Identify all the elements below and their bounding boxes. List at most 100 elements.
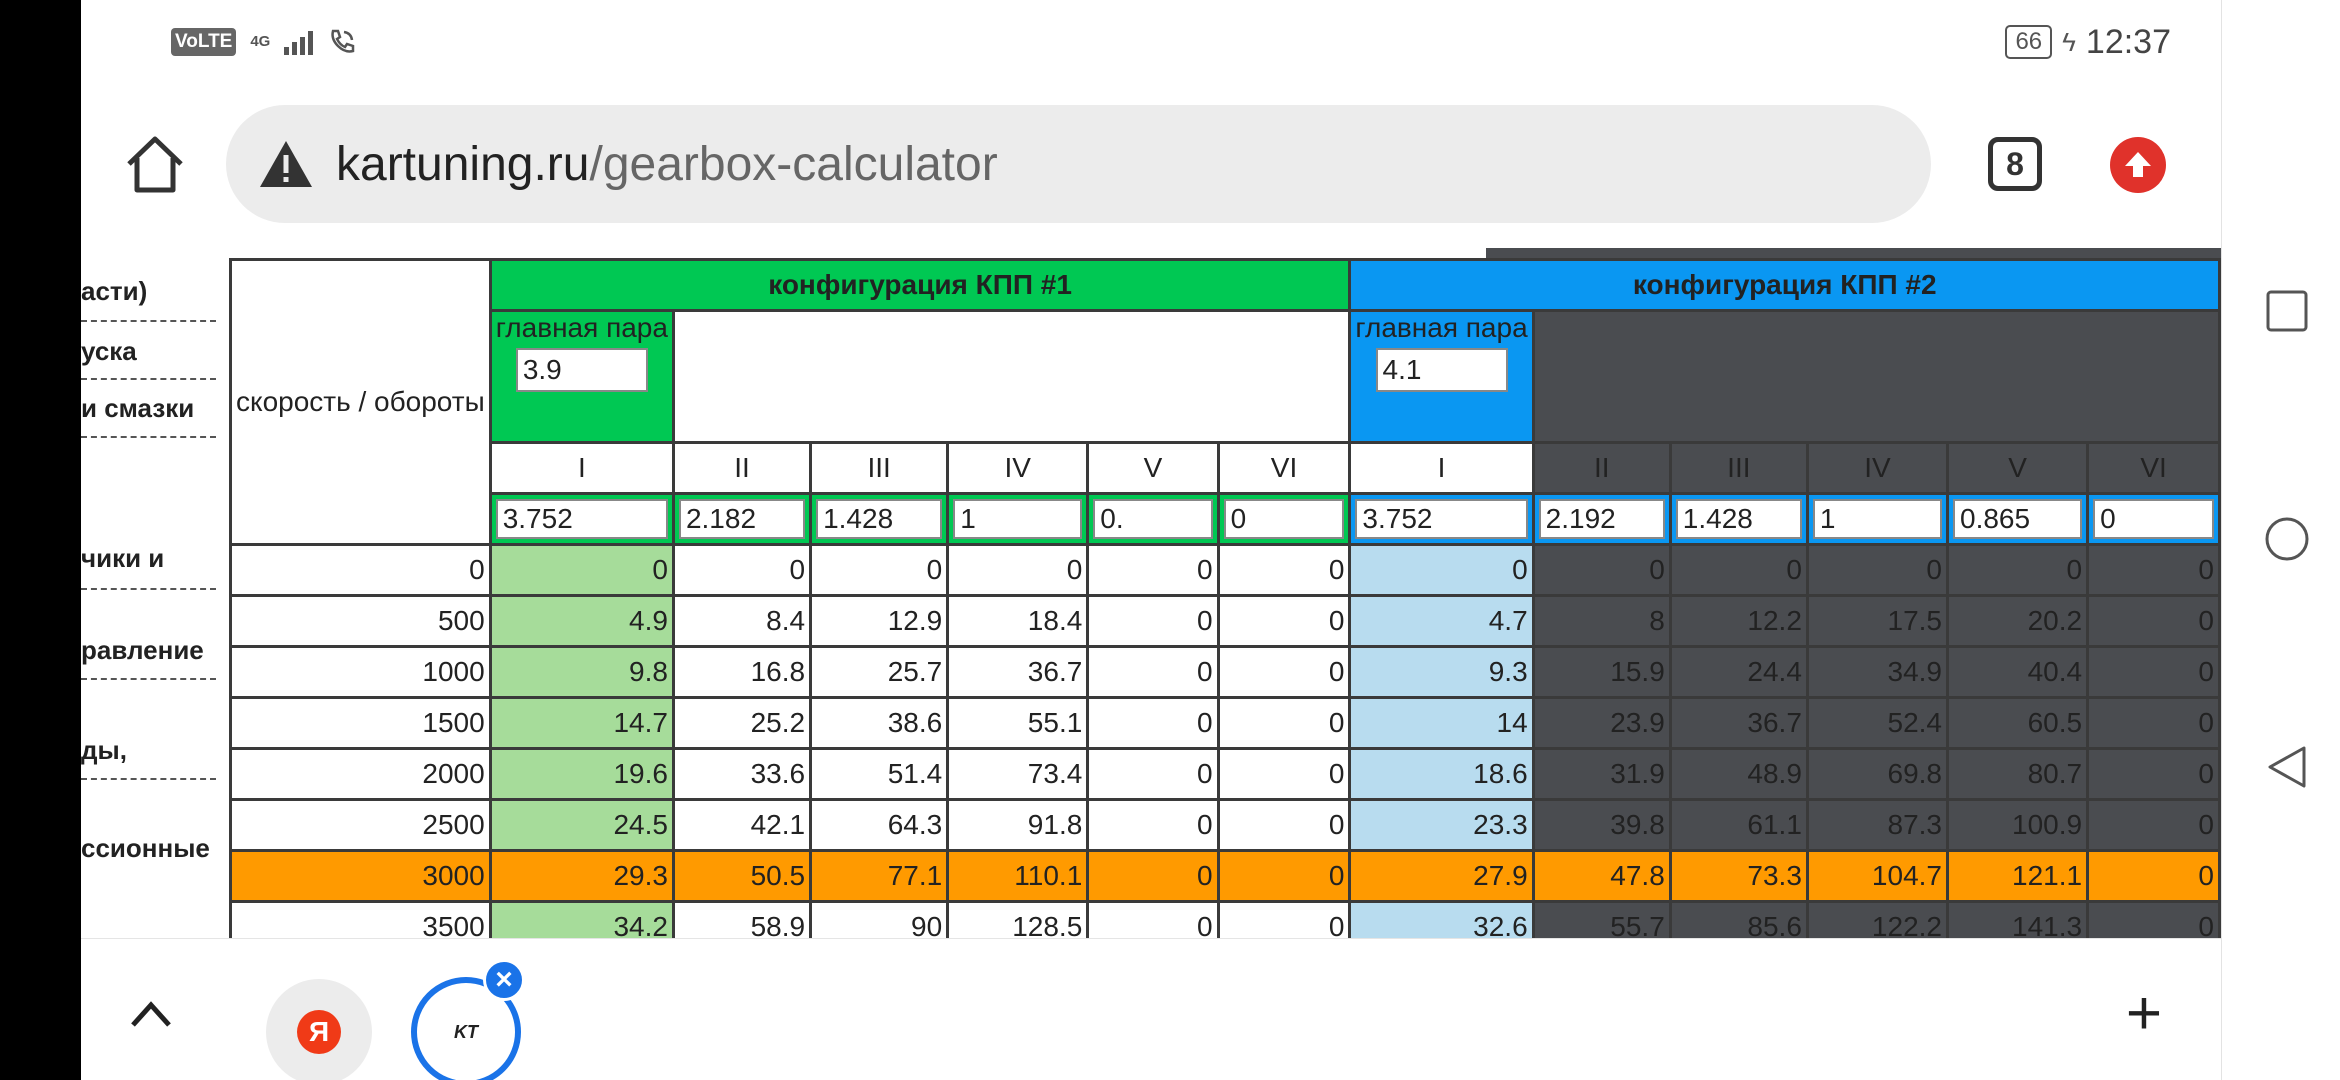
gear-label: II — [671, 441, 813, 495]
rpm-cell: 2500 — [229, 798, 492, 852]
charging-icon: ϟ — [2062, 26, 2076, 57]
gear-label: VI — [1216, 441, 1352, 495]
close-tab-icon[interactable]: × — [483, 959, 525, 1001]
rpm-cell: 3000 — [229, 849, 492, 903]
speed-cell: 16.8 — [671, 645, 813, 699]
speed-cell: 23.9 — [1531, 696, 1672, 750]
left-edge — [0, 0, 81, 1080]
system-nav-bar — [2221, 0, 2340, 1080]
sidebar-item[interactable]: ссионные — [81, 833, 210, 863]
config1-main-pair: главная пара — [488, 309, 675, 444]
speed-cell: 42.1 — [671, 798, 813, 852]
speed-cell: 31.9 — [1531, 747, 1672, 801]
speed-cell: 12.2 — [1668, 594, 1809, 648]
gear-ratio-input[interactable] — [816, 499, 943, 539]
main-pair-input[interactable] — [515, 348, 648, 392]
update-icon[interactable] — [2110, 137, 2166, 193]
tabs-button[interactable]: 8 — [1988, 137, 2042, 191]
sidebar-item[interactable]: равление — [81, 635, 204, 665]
speed-cell: 0 — [1216, 543, 1352, 597]
main-pair-label: главная пара — [495, 312, 668, 344]
speed-cell: 0 — [1216, 849, 1352, 903]
new-tab-button[interactable]: + — [2125, 979, 2163, 1048]
home-nav-icon[interactable] — [2264, 516, 2310, 562]
home-icon[interactable] — [121, 130, 189, 198]
volte-badge: VoLTE — [171, 28, 237, 56]
speed-cell: 0 — [2086, 594, 2221, 648]
speed-cell: 73.3 — [1668, 849, 1809, 903]
back-icon[interactable] — [2264, 744, 2310, 790]
main-pair-input[interactable] — [1375, 348, 1508, 392]
divider — [81, 436, 216, 438]
speed-cell: 100.9 — [1945, 798, 2090, 852]
speed-cell: 17.5 — [1805, 594, 1950, 648]
recents-icon[interactable] — [2264, 288, 2310, 334]
gear-ratio-cell — [1531, 492, 1672, 546]
divider — [81, 588, 216, 590]
gear-ratio-input[interactable] — [2093, 499, 2214, 539]
chevron-up-icon[interactable] — [129, 999, 173, 1029]
speed-cell: 0 — [946, 543, 1090, 597]
rpm-cell: 1500 — [229, 696, 492, 750]
divider — [81, 678, 216, 680]
gear-ratio-input[interactable] — [1538, 499, 1665, 539]
table-row: 3500 34.2 58.9 90 128.5 0 0 32.6 55.7 85.6 122.2 14… — [229, 900, 2221, 938]
speed-cell: 91.8 — [946, 798, 1090, 852]
page-content: асти) уска и смазки чики и равление ды, … — [81, 248, 2221, 938]
speed-cell: 19.6 — [488, 747, 675, 801]
gear-ratio-input[interactable] — [1223, 499, 1345, 539]
speed-cell: 24.5 — [488, 798, 675, 852]
speed-cell: 80.7 — [1945, 747, 2090, 801]
sidebar-item[interactable]: уска — [81, 336, 137, 366]
speed-rpm-header: скорость / обороты — [229, 258, 492, 546]
speed-cell: 0 — [2086, 696, 2221, 750]
speed-cell: 0 — [1216, 594, 1352, 648]
warning-icon — [260, 141, 312, 187]
gear-ratio-input[interactable] — [678, 499, 806, 539]
speed-cell: 47.8 — [1531, 849, 1672, 903]
gear-ratio-input[interactable] — [1093, 499, 1213, 539]
speed-cell: 20.2 — [1945, 594, 2090, 648]
sidebar-item[interactable]: и смазки — [81, 393, 195, 423]
speed-cell: 27.9 — [1348, 849, 1535, 903]
status-bar-left: VoLTE 4G — [171, 18, 357, 66]
gear-ratio-cell — [1668, 492, 1809, 546]
table-row: 1000 9.8 16.8 25.7 36.7 0 0 9.3 15.9 24.4 34.9 40.4… — [229, 645, 2221, 699]
speed-cell: 0 — [1348, 543, 1535, 597]
gear-ratio-input[interactable] — [953, 499, 1083, 539]
yandex-tab-button[interactable]: Я — [266, 979, 372, 1080]
battery-icon: 66 — [2005, 25, 2053, 59]
speed-cell: 55.7 — [1531, 900, 1672, 938]
speed-cell: 110.1 — [946, 849, 1090, 903]
speed-cell: 0 — [1216, 747, 1352, 801]
speed-cell: 18.6 — [1348, 747, 1535, 801]
speed-cell: 77.1 — [809, 849, 950, 903]
speed-cell: 25.7 — [809, 645, 950, 699]
sidebar-item[interactable]: асти) — [81, 276, 148, 306]
gear-ratio-cell — [2086, 492, 2221, 546]
gear-ratio-input[interactable] — [1953, 499, 2083, 539]
speed-cell: 24.4 — [1668, 645, 1809, 699]
gear-ratio-input[interactable] — [1355, 499, 1528, 539]
kt-logo-icon: KT — [454, 1021, 478, 1042]
table-row: 500 4.9 8.4 12.9 18.4 0 0 4.7 8 12.2 17.5 20.2 0 — [229, 594, 2221, 648]
sidebar-item[interactable]: ды, — [81, 735, 127, 765]
sidebar-item[interactable]: чики и — [81, 543, 165, 573]
speed-cell: 0 — [1216, 798, 1352, 852]
speed-cell: 141.3 — [1945, 900, 2090, 938]
speed-cell: 122.2 — [1805, 900, 1950, 938]
speed-cell: 52.4 — [1805, 696, 1950, 750]
address-bar[interactable]: kartuning.ru/gearbox-calculator — [226, 105, 1931, 223]
speed-cell: 0 — [1086, 849, 1220, 903]
gear-ratio-input[interactable] — [495, 499, 668, 539]
gear-ratio-input[interactable] — [1675, 499, 1802, 539]
gear-label: III — [809, 441, 950, 495]
clock: 12:37 — [2085, 22, 2171, 61]
config1-title: конфигурация КПП #1 — [488, 258, 1352, 312]
speed-cell: 14.7 — [488, 696, 675, 750]
config2-blank — [1531, 309, 2221, 444]
gear-label: IV — [1805, 441, 1950, 495]
gear-ratio-input[interactable] — [1812, 499, 1942, 539]
